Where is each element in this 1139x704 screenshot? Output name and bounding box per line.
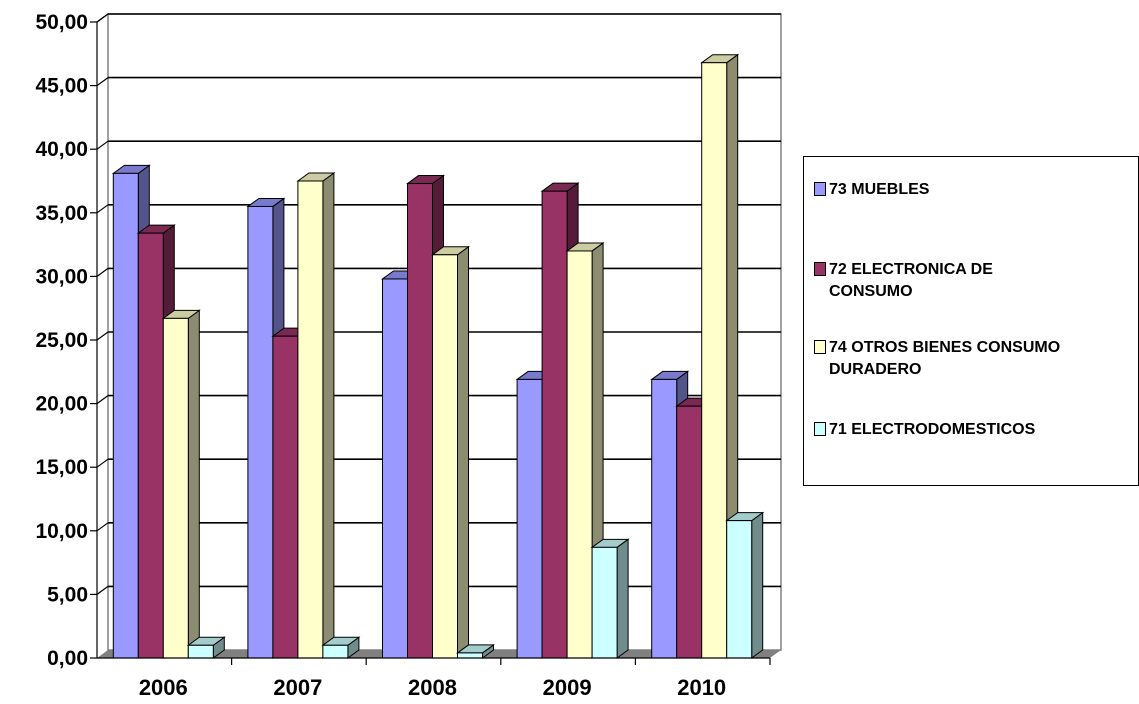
x-category-label: 2009 [543,675,592,700]
bar-front [516,378,543,659]
x-category-label: 2008 [408,675,457,700]
bar-front [407,183,433,659]
legend: 73 MUEBLES 72 ELECTRONICA DE CONSUMO 74 … [803,156,1139,486]
bar-front [137,232,164,659]
gridline-side [96,140,109,150]
legend-item-muebles: 73 MUEBLES [814,179,1138,201]
bar-front [247,205,274,659]
legend-swatch [814,182,826,196]
gridline-side [96,395,109,405]
gridline-side [96,585,109,595]
bars [111,53,765,659]
x-category-label: 2010 [677,675,726,700]
bar-front [651,378,678,659]
bar [296,172,336,659]
bar-front [162,317,189,659]
bar-front [591,546,618,659]
y-tick-label: 30,00 [35,265,88,288]
gridline-side [96,204,109,214]
bar-front [432,254,458,659]
legend-label: 74 OTROS BIENES CONSUMO DURADERO [829,339,1061,378]
y-tick-label: 40,00 [35,138,88,161]
bar-front [297,180,324,659]
bar-front [541,190,568,659]
bar-side [322,172,335,659]
legend-item-electrodomesticos: 71 ELECTRODOMESTICOS [814,419,1138,441]
bar-front [566,250,593,659]
legend-swatch [814,422,826,436]
bar-front [676,405,703,659]
legend-swatch [814,262,826,276]
legend-item-otros-bienes: 74 OTROS BIENES CONSUMO DURADERO [814,337,1138,381]
bar-front [322,644,349,659]
gridline-side [96,522,109,532]
legend-swatch [814,340,826,354]
bar [590,538,630,659]
y-tick-label: 5,00 [47,583,88,606]
gridline-side [96,331,109,341]
legend-label: 73 MUEBLES [829,181,930,198]
y-axis-top [96,13,109,23]
legend-label: 72 ELECTRONICA DE CONSUMO [829,261,993,300]
x-category-labels: 2006 2007 2008 2009 2010 [139,675,726,700]
bar-front [112,172,139,659]
bar [725,511,765,659]
x-category-label: 2006 [139,675,188,700]
y-tick-label: 20,00 [35,393,88,416]
bar [565,241,605,659]
y-tick-label: 10,00 [35,520,88,543]
bar-front [726,520,753,659]
gridline-side [96,77,109,87]
bar-side [187,309,200,659]
y-tick-labels: 0,00 5,00 10,00 15,00 20,00 25,00 30,00 35,00 40… [35,11,88,670]
gridline-side [96,458,109,468]
bar [161,309,201,659]
y-tick-label: 45,00 [35,75,88,98]
y-tick-label: 0,00 [47,647,88,670]
bar [455,643,496,659]
y-tick-label: 25,00 [35,329,88,352]
bar-front [272,335,299,659]
bar-side [457,245,469,659]
gridline-side [96,267,109,277]
bar-front [382,278,408,659]
bar [700,53,740,659]
y-tick-label: 15,00 [35,456,88,479]
y-tick-label: 35,00 [35,202,88,225]
bar-front [701,62,728,659]
bar-front [187,644,214,659]
bar [430,245,471,659]
bar [186,636,226,659]
legend-label: 71 ELECTRODOMESTICOS [829,421,1036,438]
bar-side [751,511,764,659]
x-category-label: 2007 [273,675,322,700]
axes [90,13,771,665]
bar-side [616,538,629,659]
legend-item-electronica: 72 ELECTRONICA DE CONSUMO [814,259,1138,303]
bar-front [457,652,483,659]
y-tick-label: 50,00 [35,11,88,34]
bar [321,636,361,659]
